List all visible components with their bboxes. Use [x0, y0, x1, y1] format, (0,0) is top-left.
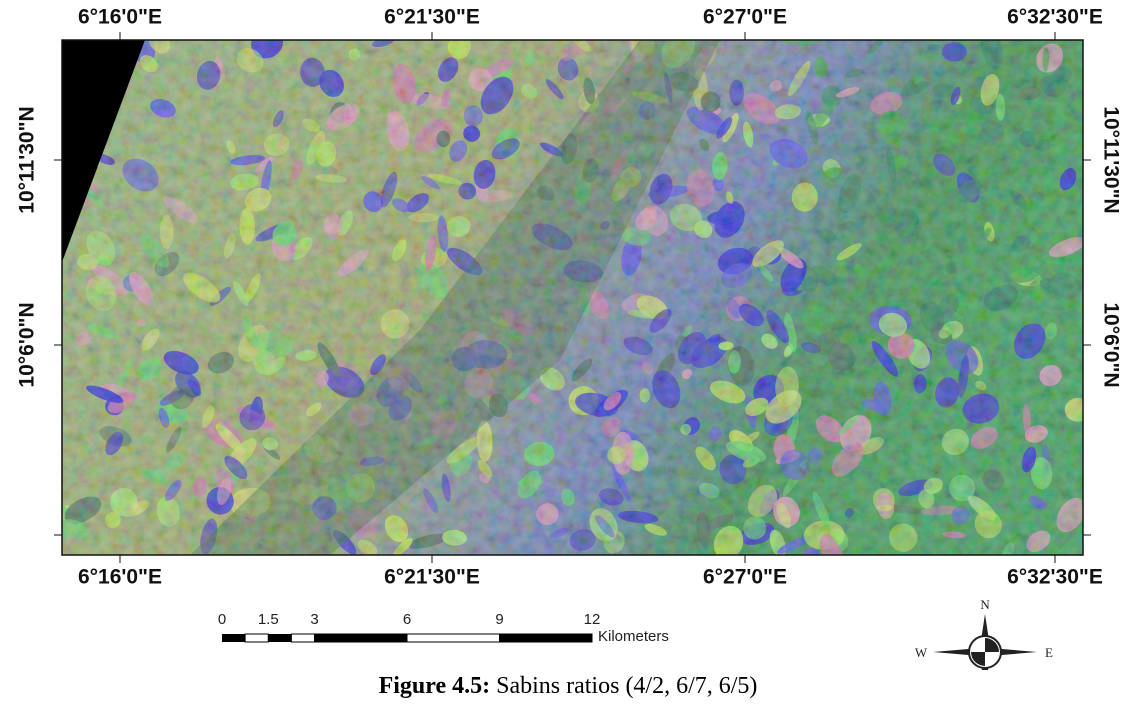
top-coordinate: 6°32'30"E: [1007, 6, 1103, 29]
bottom-coordinate: 6°16'0"E: [78, 566, 162, 589]
scale-segment: [222, 634, 245, 642]
caption: Figure 4.5: Sabins ratios (4/2, 6/7, 6/5…: [0, 673, 1136, 700]
map-figure: 6°16'0"E 6°16'0"E 6°21'30"E 6°21'30"E 6°27'0…: [0, 0, 1136, 670]
compass-west: W: [915, 645, 928, 660]
caption-label: Figure 4.5:: [379, 673, 491, 699]
compass: N S E W: [915, 597, 1053, 670]
top-coordinate: 6°21'30"E: [384, 6, 480, 29]
scale-segment: [245, 634, 268, 642]
scale-unit: Kilometers: [598, 628, 669, 645]
caption-text: Sabins ratios (4/2, 6/7, 6/5): [496, 673, 757, 699]
top-coordinate: 6°16'0"E: [78, 6, 162, 29]
scale-segment: [268, 634, 291, 642]
left-coordinate: 10°6'0"N: [16, 302, 39, 387]
right-coordinate: 10°6'0"N: [1099, 302, 1122, 387]
scale-segment: [291, 634, 314, 642]
scale-segment: [407, 634, 500, 642]
compass-east: E: [1045, 645, 1053, 660]
bottom-coordinate: 6°32'30"E: [1007, 566, 1103, 589]
scale-label: 6: [403, 611, 411, 628]
right-coordinate: 10°11'30"N: [1099, 106, 1122, 213]
scale-segment: [315, 634, 408, 642]
scale-label: 12: [584, 611, 601, 628]
scale-label: 3: [310, 611, 318, 628]
scale-label: 9: [495, 611, 503, 628]
compass-north: N: [980, 597, 990, 612]
scale-segment: [500, 634, 593, 642]
bottom-coordinate: 6°21'30"E: [384, 566, 480, 589]
scale-label: 1.5: [258, 611, 279, 628]
imagery: [46, 21, 1093, 578]
bottom-coordinate: 6°27'0"E: [703, 566, 787, 589]
left-coordinate: 10°11'30"N: [16, 106, 39, 213]
page: 6°16'0"E 6°16'0"E 6°21'30"E 6°21'30"E 6°27'0…: [0, 0, 1136, 713]
top-coordinate: 6°27'0"E: [703, 6, 787, 29]
scale-label: 0: [218, 611, 226, 628]
